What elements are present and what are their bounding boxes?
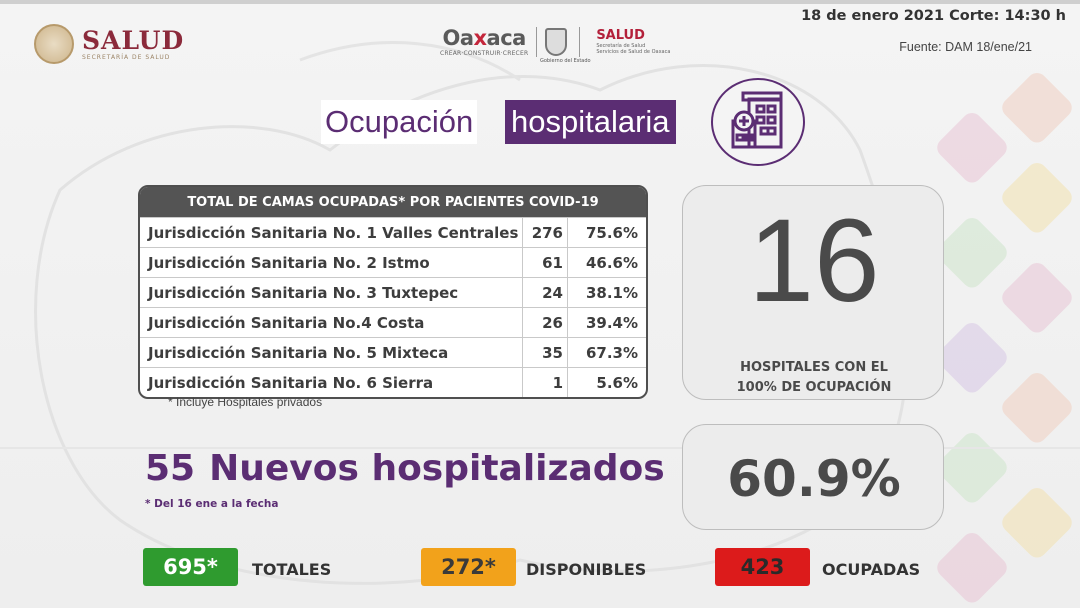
logo-divider — [579, 26, 581, 57]
occupied-beds-badge: 423 — [715, 548, 810, 586]
jurisdiction-name: Jurisdicción Sanitaria No.4 Costa — [148, 314, 425, 332]
new-hospitalized-count: 55 — [145, 448, 196, 489]
available-beds-badge: 272* — [421, 548, 516, 586]
oaxaca-wordmark: Oaxaca — [442, 26, 526, 50]
jurisdiction-name: Jurisdicción Sanitaria No. 3 Tuxtepec — [148, 284, 459, 302]
occupancy-percent: 46.6% — [567, 248, 646, 277]
national-seal-icon — [34, 24, 74, 64]
table-row: Jurisdicción Sanitaria No. 1 Valles Cent… — [140, 217, 646, 247]
full-hospitals-count: 16 — [748, 195, 880, 327]
salud-logo-subtitle: SECRETARÍA DE SALUD — [82, 53, 171, 61]
full-hospitals-label: HOSPITALES CON EL 100% DE OCUPACIÓN — [683, 358, 945, 398]
jurisdiction-name: Jurisdicción Sanitaria No. 2 Istmo — [148, 254, 430, 272]
table-row: Jurisdicción Sanitaria No.4 Costa 26 39.… — [140, 307, 646, 337]
full-hospitals-label-line1: HOSPITALES CON EL — [740, 360, 888, 375]
hospital-building-icon — [711, 78, 805, 166]
title-part-1: Ocupación — [321, 100, 478, 144]
occupied-count: 61 — [522, 248, 567, 277]
total-beds-label: TOTALES — [252, 560, 332, 579]
total-beds-badge: 695* — [143, 548, 238, 586]
table-row: Jurisdicción Sanitaria No. 6 Sierra 1 5.… — [140, 367, 646, 397]
occupancy-card: 60.9% — [682, 424, 944, 530]
salud-oaxaca-subtitle-1: Secretaría de Salud — [596, 42, 646, 49]
occupied-count: 1 — [522, 368, 567, 397]
occupancy-percent: 67.3% — [567, 338, 646, 367]
available-beds-label: DISPONIBLES — [526, 560, 647, 579]
occupied-beds-label: OCUPADAS — [822, 560, 921, 579]
secretaria-salud-logo: SALUD SECRETARÍA DE SALUD — [34, 24, 184, 64]
occupancy-percent: 75.6% — [567, 218, 646, 247]
full-hospitals-card: 16 HOSPITALES CON EL 100% DE OCUPACIÓN — [682, 185, 944, 400]
logo-divider — [536, 26, 538, 57]
occupancy-percent: 38.1% — [567, 278, 646, 307]
salud-logo-title: SALUD — [82, 25, 185, 55]
oaxaca-shield-icon — [545, 27, 568, 56]
salud-oaxaca-title: SALUD — [596, 27, 645, 43]
table-row: Jurisdicción Sanitaria No. 3 Tuxtepec 24… — [140, 277, 646, 307]
occupied-count: 26 — [522, 308, 567, 337]
occupied-count: 24 — [522, 278, 567, 307]
table-row: Jurisdicción Sanitaria No. 2 Istmo 61 46… — [140, 247, 646, 277]
report-date: 18 de enero 2021 Corte: 14:30 h — [801, 8, 1066, 24]
occupied-count: 35 — [522, 338, 567, 367]
new-hospitalized-note: * Del 16 ene a la fecha — [145, 498, 279, 510]
occupied-count: 276 — [522, 218, 567, 247]
occupancy-percent-value: 60.9% — [727, 450, 901, 508]
salud-oaxaca-subtitle-2: Servicios de Salud de Oaxaca — [596, 48, 671, 55]
table-row: Jurisdicción Sanitaria No. 5 Mixteca 35 … — [140, 337, 646, 367]
top-border — [0, 0, 1080, 4]
occupancy-percent: 5.6% — [567, 368, 646, 397]
oaxaca-logo-group: Oaxaca CREAR·CONSTRUIR·CRECER Gobierno d… — [440, 26, 671, 64]
jurisdiction-name: Jurisdicción Sanitaria No. 5 Mixteca — [148, 344, 449, 362]
oaxaca-slogan: CREAR·CONSTRUIR·CRECER — [440, 50, 529, 57]
occupancy-percent: 39.4% — [567, 308, 646, 337]
covid-beds-table: TOTAL DE CAMAS OCUPADAS* POR PACIENTES C… — [138, 185, 648, 399]
jurisdiction-name: Jurisdicción Sanitaria No. 6 Sierra — [148, 374, 434, 392]
table-header: TOTAL DE CAMAS OCUPADAS* POR PACIENTES C… — [140, 187, 646, 217]
new-hospitalized: 55 Nuevos hospitalizados — [145, 448, 665, 489]
title-part-2: hospitalaria — [505, 100, 676, 144]
gobierno-subtitle: Gobierno del Estado — [540, 58, 591, 64]
data-source: Fuente: DAM 18/ene/21 — [899, 40, 1032, 54]
full-hospitals-label-line2: 100% DE OCUPACIÓN — [736, 380, 892, 395]
table-footnote: * Incluye Hospitales privados — [168, 395, 323, 409]
new-hospitalized-label: Nuevos hospitalizados — [209, 448, 665, 489]
jurisdiction-name: Jurisdicción Sanitaria No. 1 Valles Cent… — [148, 224, 519, 242]
